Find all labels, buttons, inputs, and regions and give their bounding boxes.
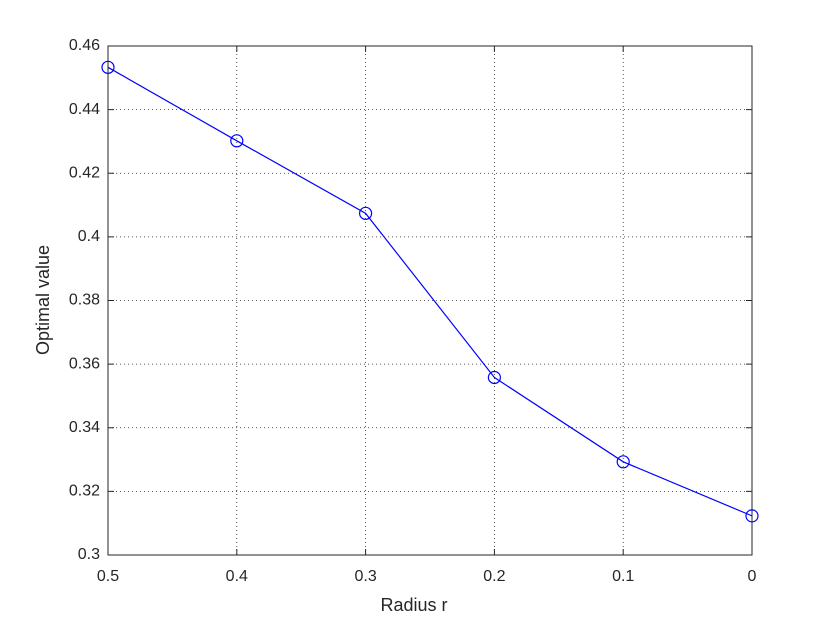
plot-frame xyxy=(107,45,753,556)
x-tick-label: 0.2 xyxy=(483,568,505,585)
marker xyxy=(616,455,630,469)
marker xyxy=(230,134,244,148)
x-tick-label: 0 xyxy=(748,568,757,585)
x-tick-label: 0.4 xyxy=(226,568,248,585)
y-tick-label: 0.32 xyxy=(69,483,100,500)
y-tick-label: 0.34 xyxy=(69,419,100,436)
y-tick-label: 0.36 xyxy=(69,355,100,372)
y-tick-label: 0.38 xyxy=(69,292,100,309)
marker xyxy=(359,206,373,220)
y-tick-label: 0.3 xyxy=(78,546,100,563)
x-tick-label: 0.5 xyxy=(97,568,119,585)
x-axis-label: Radius r xyxy=(380,595,447,615)
marker xyxy=(745,509,759,523)
line xyxy=(107,66,753,517)
y-tick-label: 0.46 xyxy=(69,37,100,54)
y-axis-label: Optimal value xyxy=(33,245,53,355)
marker xyxy=(101,60,115,74)
y-tick-label: 0.42 xyxy=(69,164,100,181)
x-tick-label: 0.1 xyxy=(612,568,634,585)
y-tick-label: 0.4 xyxy=(78,228,100,245)
marker xyxy=(487,370,501,385)
y-tick-label: 0.44 xyxy=(69,101,100,118)
x-tick-label: 0.3 xyxy=(354,568,376,585)
